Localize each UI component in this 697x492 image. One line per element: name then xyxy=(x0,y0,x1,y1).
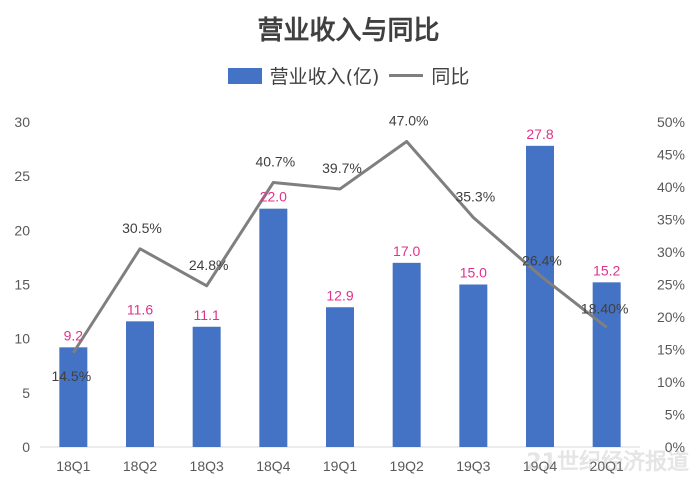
watermark: 21世纪经济报道 xyxy=(526,450,689,475)
line-value-label: 30.5% xyxy=(122,220,162,236)
line-value-label: 18.40% xyxy=(581,300,628,316)
y-right-tick-label: 25% xyxy=(657,277,685,293)
chart-legend: 营业收入(亿) 同比 xyxy=(0,62,697,89)
y-right-tick-label: 10% xyxy=(657,374,685,390)
line-value-label: 26.4% xyxy=(522,252,562,268)
y-right-tick-label: 15% xyxy=(657,342,685,358)
y-left-tick-label: 15 xyxy=(14,277,30,293)
x-tick-label: 18Q2 xyxy=(123,458,157,474)
bar xyxy=(526,145,554,448)
bar xyxy=(326,307,354,447)
line-value-label: 14.5% xyxy=(51,368,91,384)
y-left-tick-label: 30 xyxy=(14,114,30,130)
y-left-tick-label: 0 xyxy=(22,439,30,455)
y-right-tick-label: 50% xyxy=(657,114,685,130)
legend-item-revenue: 营业收入(亿) xyxy=(227,62,380,89)
legend-swatch-bar xyxy=(227,67,262,84)
x-tick-label: 19Q3 xyxy=(456,458,490,474)
bar xyxy=(126,321,154,447)
x-tick-label: 19Q1 xyxy=(323,458,357,474)
y-right-tick-label: 5% xyxy=(665,407,685,423)
legend-swatch-line xyxy=(389,74,424,77)
legend-item-yoy: 同比 xyxy=(389,62,469,89)
bar-value-label: 12.9 xyxy=(326,287,353,303)
line-value-label: 24.8% xyxy=(189,257,229,273)
legend-label-yoy: 同比 xyxy=(431,66,470,88)
y-right-tick-label: 45% xyxy=(657,147,685,163)
line-value-label: 47.0% xyxy=(389,113,429,129)
line-value-label: 40.7% xyxy=(255,153,295,169)
x-tick-label: 18Q1 xyxy=(56,458,90,474)
y-right-tick-label: 20% xyxy=(657,309,685,325)
bar-value-label: 9.2 xyxy=(64,327,84,343)
y-left-tick-label: 5 xyxy=(22,385,30,401)
x-tick-label: 20Q1 xyxy=(590,458,624,474)
bar-value-label: 22.0 xyxy=(260,189,287,205)
bar-value-label: 15.2 xyxy=(593,262,620,278)
bar xyxy=(392,262,421,447)
line-value-label: 35.3% xyxy=(455,189,495,205)
legend-label-revenue: 营业收入(亿) xyxy=(269,66,380,88)
x-tick-label: 18Q4 xyxy=(256,458,290,474)
bar-value-label: 11.6 xyxy=(127,301,153,317)
y-left-tick-label: 10 xyxy=(14,331,30,347)
bar xyxy=(59,347,88,447)
chart-title: 营业收入与同比 xyxy=(257,16,440,46)
bar-value-label: 15.0 xyxy=(460,265,487,281)
bar-value-label: 11.1 xyxy=(194,307,220,323)
y-left-tick-label: 25 xyxy=(14,168,30,184)
yoy-line xyxy=(72,140,608,354)
bar-value-label: 17.0 xyxy=(393,243,420,259)
bar xyxy=(459,284,488,447)
x-tick-label: 18Q3 xyxy=(190,458,224,474)
y-right-tick-label: 40% xyxy=(657,179,685,195)
x-tick-label: 19Q2 xyxy=(390,458,424,474)
bar xyxy=(259,208,288,447)
bar-value-label: 27.8 xyxy=(526,126,553,142)
x-tick-label: 19Q4 xyxy=(523,458,557,474)
y-right-tick-label: 0% xyxy=(665,439,685,455)
bar xyxy=(192,326,221,447)
bar xyxy=(592,282,621,447)
y-right-tick-label: 35% xyxy=(657,212,685,228)
y-left-tick-label: 20 xyxy=(14,222,30,238)
y-right-tick-label: 30% xyxy=(657,244,685,260)
line-value-label: 39.7% xyxy=(322,160,362,176)
